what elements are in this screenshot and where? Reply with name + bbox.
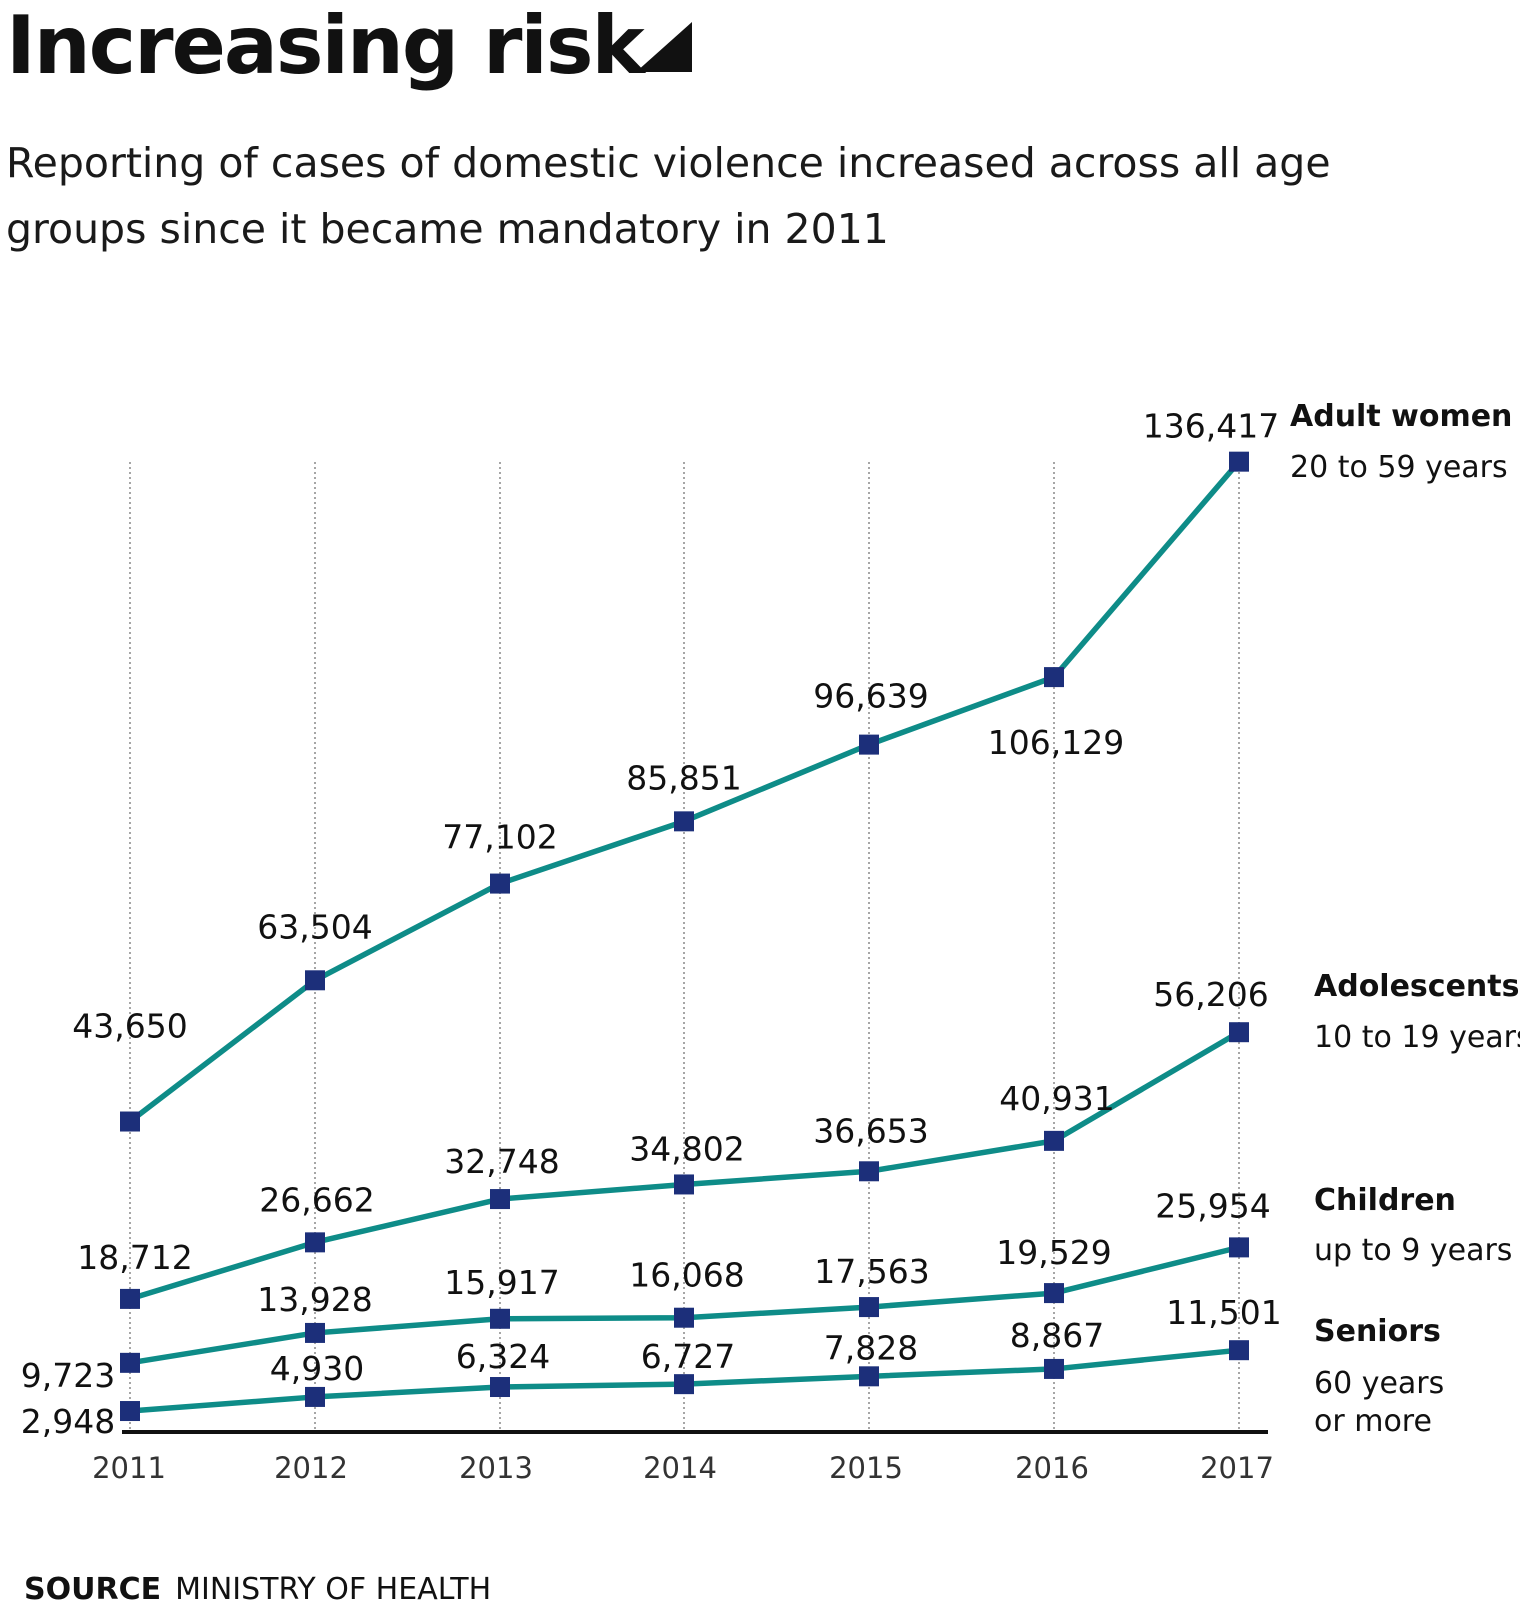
data-point-3-2012: [305, 1386, 325, 1407]
source-label: SOURCE: [24, 1572, 162, 1607]
data-point-1-2012: [305, 1232, 325, 1253]
series-name-2: Children: [1314, 1183, 1456, 1218]
data-label-2-2016: 19,529: [996, 1233, 1111, 1272]
data-point-0-2011: [120, 1111, 140, 1132]
data-label-1-2014: 34,802: [629, 1129, 744, 1168]
series-subname-0: 20 to 59 years: [1290, 450, 1508, 485]
x-tick-label-2014: 2014: [643, 1451, 717, 1485]
data-point-1-2011: [120, 1288, 140, 1309]
triangle-icon: [636, 22, 692, 72]
chart-title: Increasing risk: [6, 0, 645, 92]
data-label-0-2014: 85,851: [626, 758, 741, 797]
series-name-3: Seniors: [1314, 1314, 1441, 1349]
data-label-1-2011: 18,712: [77, 1238, 192, 1277]
series-subname-2: up to 9 years: [1314, 1233, 1512, 1268]
data-label-3-2016: 8,867: [1010, 1316, 1104, 1355]
series-name-0: Adult women: [1290, 399, 1512, 434]
data-point-0-2014: [674, 811, 694, 832]
data-label-0-2016: 106,129: [988, 723, 1124, 762]
series-name-1: Adolescents: [1314, 969, 1519, 1004]
data-point-2-2013: [490, 1308, 510, 1329]
data-label-0-2017: 136,417: [1143, 407, 1279, 446]
data-point-2-2011: [120, 1352, 140, 1373]
data-label-2-2017: 25,954: [1155, 1186, 1270, 1225]
data-point-3-2014: [674, 1374, 694, 1395]
data-point-2-2015: [859, 1297, 879, 1318]
x-tick-label-2013: 2013: [459, 1451, 533, 1485]
data-label-1-2013: 32,748: [444, 1142, 559, 1181]
series-subname-1: 10 to 19 years: [1314, 1020, 1520, 1055]
data-point-1-2017: [1229, 1022, 1249, 1043]
data-point-0-2015: [859, 734, 879, 755]
data-point-0-2012: [305, 970, 325, 991]
data-label-2-2012: 13,928: [257, 1280, 372, 1319]
data-point-0-2013: [490, 873, 510, 894]
data-label-3-2012: 4,930: [270, 1349, 364, 1388]
data-point-1-2015: [859, 1161, 879, 1182]
data-label-3-2014: 6,727: [641, 1337, 735, 1376]
data-point-3-2011: [120, 1401, 140, 1422]
data-label-2-2013: 15,917: [444, 1263, 559, 1302]
data-label-2-2015: 17,563: [814, 1252, 929, 1291]
data-label-3-2011: 2,948: [21, 1402, 115, 1441]
data-point-3-2016: [1044, 1358, 1064, 1379]
data-label-0-2012: 63,504: [257, 907, 372, 946]
data-point-2-2017: [1229, 1237, 1249, 1258]
data-point-2-2012: [305, 1322, 325, 1343]
data-label-0-2013: 77,102: [442, 818, 557, 857]
series-subname-3-line2: or more: [1314, 1404, 1432, 1439]
data-label-1-2012: 26,662: [259, 1180, 374, 1219]
data-point-3-2013: [490, 1377, 510, 1398]
data-point-1-2013: [490, 1189, 510, 1210]
data-label-1-2017: 56,206: [1153, 975, 1268, 1014]
data-label-2-2011: 9,723: [21, 1356, 115, 1395]
x-tick-label-2015: 2015: [829, 1451, 903, 1485]
x-tick-label-2012: 2012: [274, 1451, 348, 1485]
data-label-3-2017: 11,501: [1166, 1293, 1281, 1332]
data-point-3-2017: [1229, 1340, 1249, 1361]
data-label-2-2014: 16,068: [629, 1256, 744, 1295]
data-label-0-2011: 43,650: [72, 1007, 187, 1046]
x-tick-label-2016: 2016: [1015, 1451, 1089, 1485]
data-label-0-2015: 96,639: [813, 677, 928, 716]
series-subname-3: 60 years: [1314, 1366, 1444, 1401]
data-label-1-2015: 36,653: [813, 1111, 928, 1150]
source-note: SOURCE MINISTRY OF HEALTH: [24, 1570, 491, 1610]
data-point-2-2016: [1044, 1283, 1064, 1304]
data-label-3-2015: 7,828: [824, 1328, 918, 1367]
chart-subtitle: Reporting of cases of domestic violence …: [6, 139, 1331, 253]
data-point-0-2017: [1229, 451, 1249, 472]
data-point-1-2014: [674, 1174, 694, 1195]
data-point-1-2016: [1044, 1130, 1064, 1151]
data-label-1-2016: 40,931: [999, 1079, 1114, 1118]
data-point-0-2016: [1044, 667, 1064, 688]
data-label-3-2013: 6,324: [456, 1337, 550, 1376]
data-point-2-2014: [674, 1307, 694, 1328]
line-chart: 2011 2012 2013 2014 2015 2016 2017 43,650 63,504…: [21, 399, 1520, 1485]
x-tick-label-2017: 2017: [1200, 1451, 1274, 1485]
data-point-3-2015: [859, 1366, 879, 1387]
source-value: MINISTRY OF HEALTH: [175, 1572, 492, 1607]
x-tick-label-2011: 2011: [92, 1451, 166, 1485]
